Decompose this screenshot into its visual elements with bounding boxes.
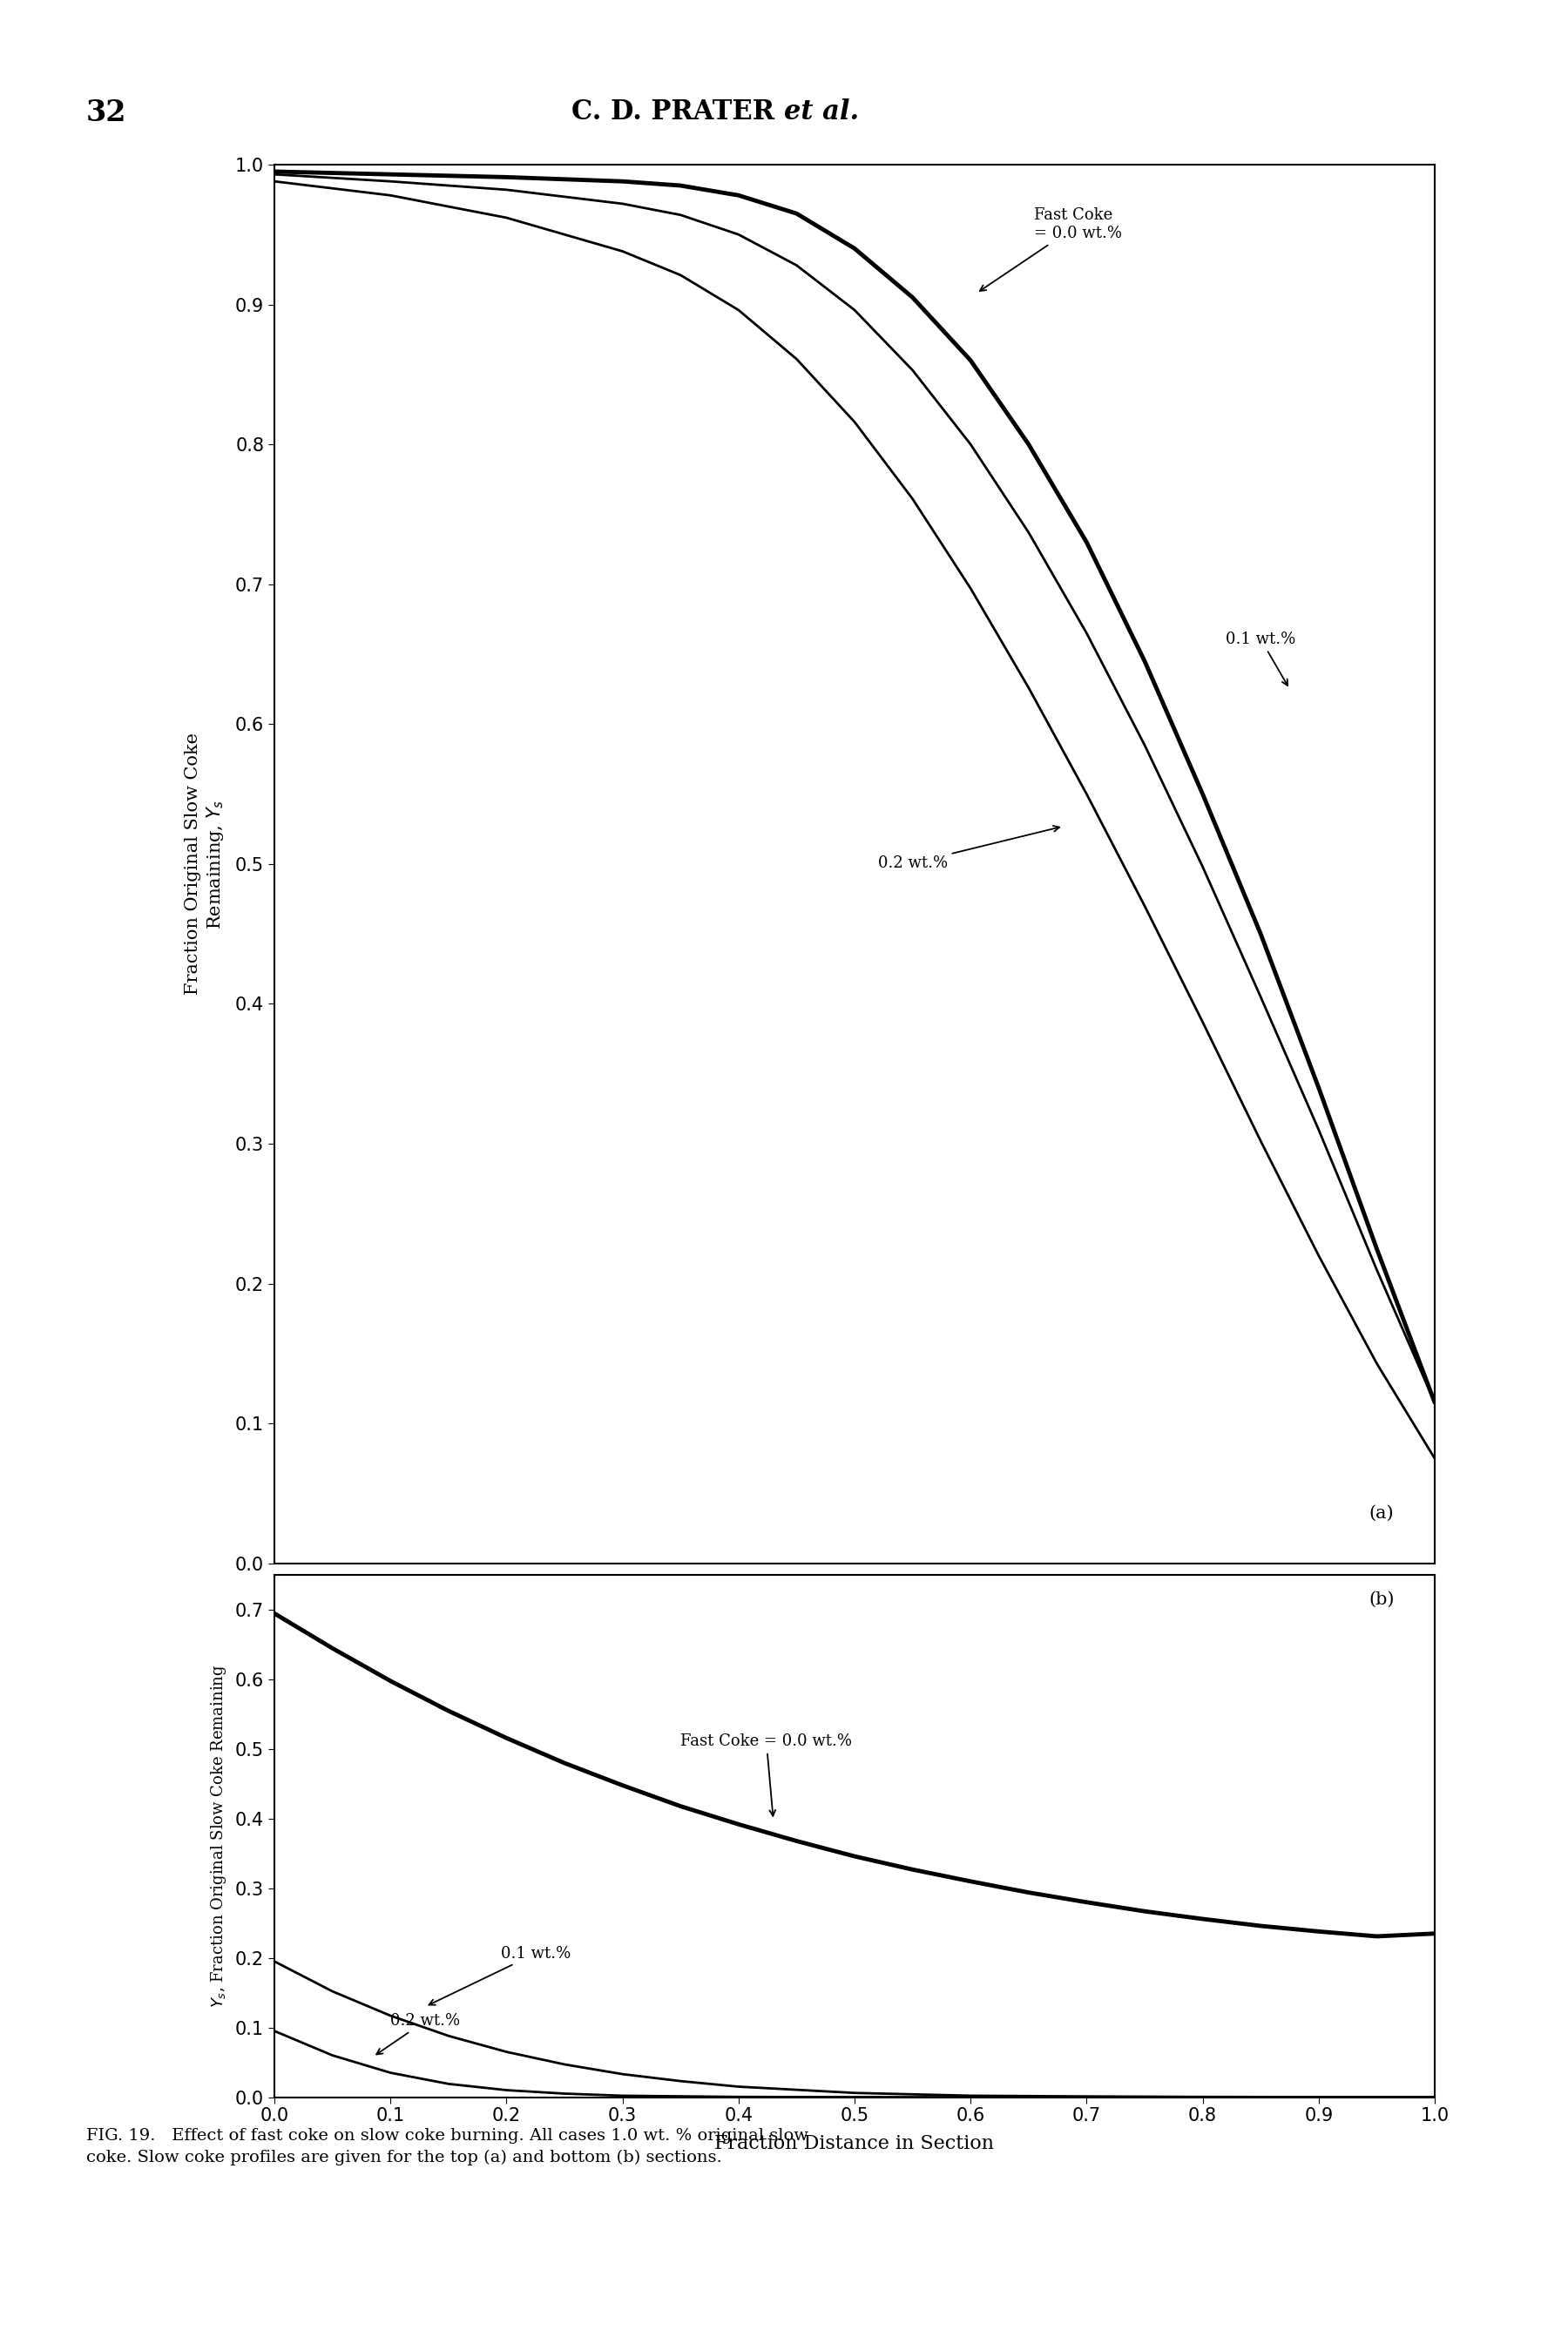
Y-axis label: $Y_s$, Fraction Original Slow Coke Remaining: $Y_s$, Fraction Original Slow Coke Remai… [209,1665,227,2008]
Text: (a): (a) [1369,1505,1394,1521]
Text: et al.: et al. [784,99,859,125]
Text: 0.1 wt.%: 0.1 wt.% [430,1947,571,2005]
Text: Fast Coke = 0.0 wt.%: Fast Coke = 0.0 wt.% [681,1733,851,1815]
Text: Fast Coke
= 0.0 wt.%: Fast Coke = 0.0 wt.% [980,207,1123,292]
Text: 0.1 wt.%: 0.1 wt.% [1226,632,1295,686]
Text: (b): (b) [1369,1592,1394,1608]
Text: 32: 32 [86,99,127,127]
X-axis label: Fraction Distance in Section: Fraction Distance in Section [715,2135,994,2154]
Text: FIG. 19.   Effect of fast coke on slow coke burning. All cases 1.0 wt. % origina: FIG. 19. Effect of fast coke on slow cok… [86,2128,809,2165]
Text: 0.2 wt.%: 0.2 wt.% [878,825,1060,870]
Text: 0.2 wt.%: 0.2 wt.% [376,2012,461,2055]
Text: C. D. PRATER: C. D. PRATER [572,99,784,125]
Y-axis label: Fraction Original Slow Coke
Remaining, $Y_s$: Fraction Original Slow Coke Remaining, $… [185,734,226,994]
